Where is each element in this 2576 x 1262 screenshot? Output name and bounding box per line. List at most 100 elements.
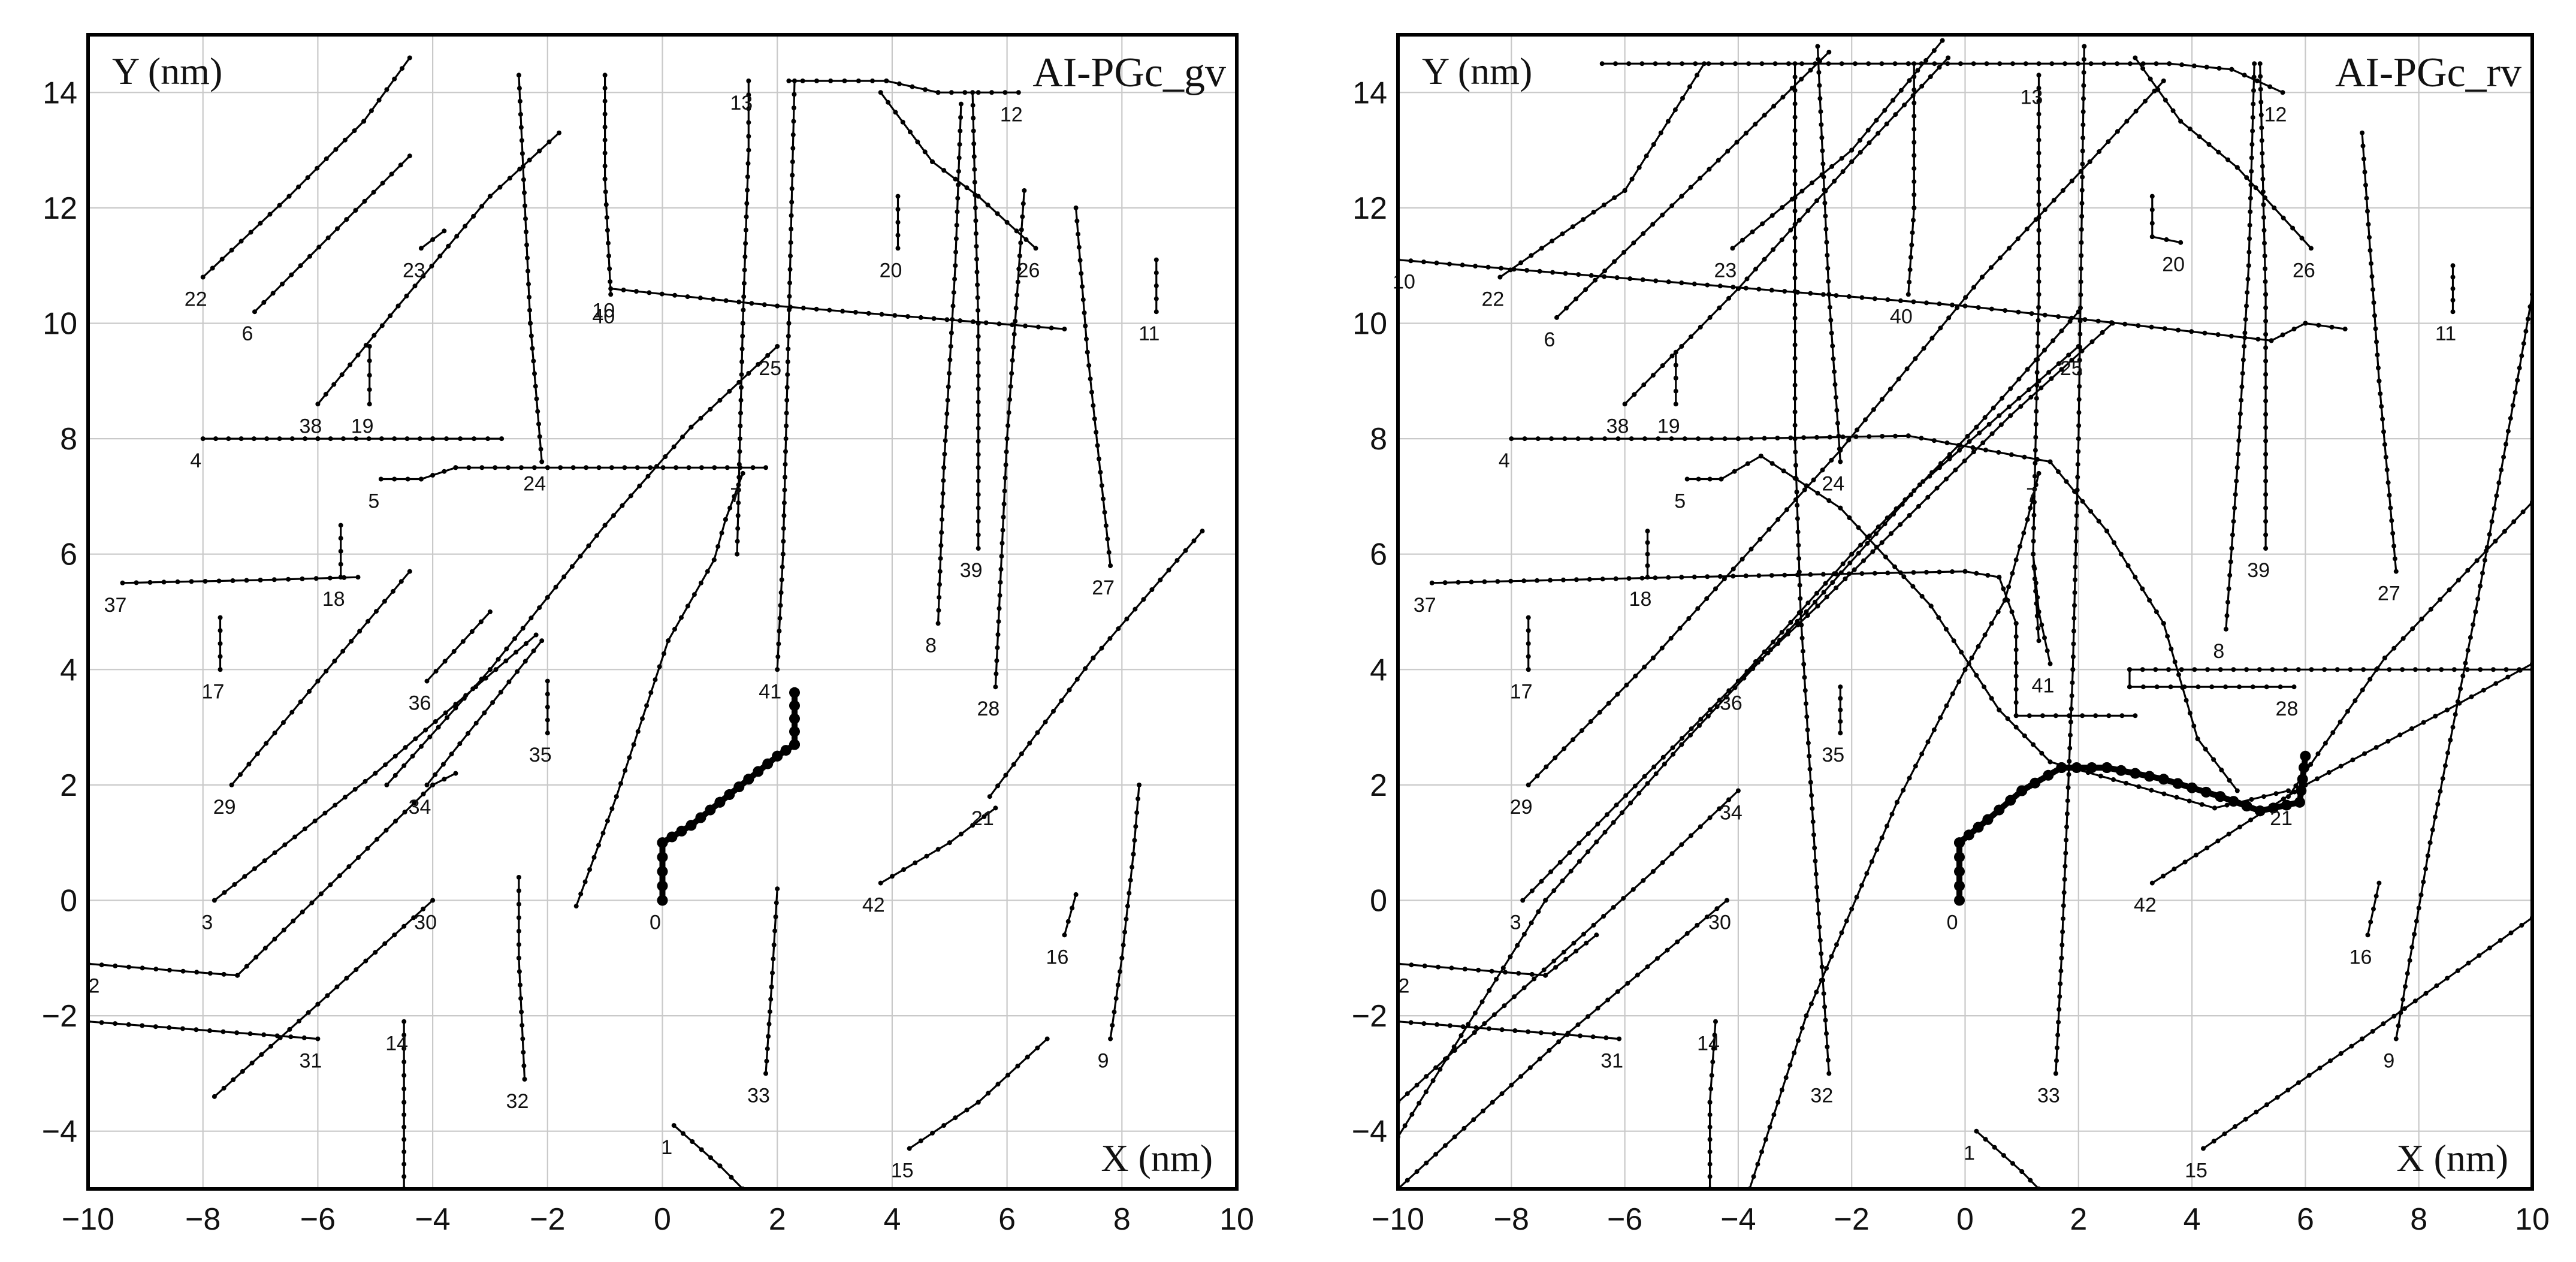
trajectory-24-point <box>1823 227 1829 232</box>
trajectory-9-point <box>2448 738 2453 742</box>
trajectory-label-38: 38 <box>299 415 322 437</box>
trajectory-42-point <box>2204 846 2210 851</box>
trajectory-3-point <box>1595 822 1600 827</box>
trajectory-21-point <box>1200 529 1205 534</box>
trajectory-27-point <box>1079 271 1084 276</box>
trajectory-24-point <box>1822 200 1828 206</box>
trajectory-0-point <box>2300 750 2311 762</box>
trajectory-10-point <box>840 309 845 314</box>
trajectory-14-point <box>401 1149 407 1155</box>
trajectory-10-point <box>1808 291 1813 296</box>
trajectory-13-point <box>738 397 744 403</box>
trajectory-2-point <box>1489 968 1494 974</box>
trajectory-33-point <box>2079 201 2085 206</box>
trajectory-40-point <box>1908 255 1913 260</box>
trajectory-3-point <box>1962 458 1967 464</box>
trajectory-10-point <box>866 310 871 316</box>
trajectory-37-point <box>2053 713 2058 718</box>
trajectory-13-point <box>2033 448 2038 453</box>
trajectory-19-point <box>367 387 372 393</box>
trajectory-10-point <box>634 289 639 294</box>
trajectory-32-point <box>1819 964 1825 970</box>
trajectory-32-point <box>521 1050 526 1055</box>
trajectory-6-point <box>353 208 358 213</box>
trajectory-25-point <box>445 715 450 720</box>
trajectory-12-point <box>1826 61 1831 67</box>
trajectory-22-point <box>1550 238 1555 244</box>
trajectory-16-point <box>2373 893 2379 899</box>
trajectory-40-point <box>1911 61 1917 67</box>
trajectory-13-point <box>2036 228 2042 233</box>
trajectory-0-point <box>2030 777 2041 789</box>
trajectory-27-point <box>2360 143 2366 149</box>
trajectory-8-point <box>2234 465 2240 470</box>
trajectory-7-point <box>698 580 703 585</box>
trajectory-33-point <box>2054 1058 2059 1063</box>
trajectory-3-point <box>2059 367 2064 372</box>
trajectory-28-point <box>1009 371 1014 376</box>
trajectory-29-point <box>1677 626 1683 631</box>
trajectory-33-point <box>2081 70 2086 75</box>
trajectory-30-point <box>344 976 349 981</box>
trajectory-21-point <box>2465 567 2471 573</box>
trajectory-33-point <box>2069 693 2074 699</box>
trajectory-21-point <box>1133 606 1138 612</box>
trajectory-42-point <box>2215 838 2221 844</box>
trajectory-4-point <box>2104 529 2110 534</box>
trajectory-15-point <box>986 1091 991 1096</box>
trajectory-5-point <box>584 465 589 470</box>
trajectory-30-point <box>1405 1178 1410 1183</box>
trajectory-7-point <box>1796 1038 1801 1043</box>
trajectory-12-point <box>2242 73 2247 78</box>
trajectory-41-point <box>2047 661 2053 666</box>
trajectory-14-point <box>1707 1149 1713 1155</box>
trajectory-23-point <box>1760 221 1765 227</box>
trajectory-13-point <box>2036 331 2041 336</box>
trajectory-41-point <box>785 372 790 378</box>
trajectory-9-point <box>2519 353 2524 358</box>
trajectory-9-point <box>2435 802 2441 807</box>
trajectory-28-point <box>998 579 1003 585</box>
trajectory-16-point <box>2365 932 2370 938</box>
trajectory-22-point <box>352 128 357 134</box>
trajectory-28-point <box>997 593 1002 598</box>
trajectory-15-point <box>2466 961 2471 966</box>
trajectory-label-0: 0 <box>1947 911 1958 934</box>
trajectory-12-point <box>1719 61 1725 67</box>
trajectory-39-point <box>2261 202 2266 207</box>
trajectory-9-point <box>2478 583 2483 588</box>
trajectory-30-point <box>1635 973 1640 978</box>
trajectory-4-point <box>499 436 505 442</box>
trajectory-33-point <box>2068 719 2073 724</box>
trajectory-29-point <box>2087 159 2092 164</box>
trajectory-24-point <box>518 111 523 117</box>
trajectory-2-point <box>300 909 305 914</box>
trajectory-label-40: 40 <box>1890 305 1913 328</box>
trajectory-15-point <box>2381 1021 2386 1026</box>
trajectory-5-point <box>2031 742 2036 747</box>
trajectory-33-point <box>2061 903 2066 908</box>
y-tick-label: 12 <box>43 191 77 226</box>
trajectory-7-point <box>1894 799 1899 805</box>
trajectory-10-point <box>1743 285 1748 291</box>
trajectory-42-point <box>2385 738 2391 744</box>
trajectory-30 <box>213 899 434 1098</box>
trajectory-21-point <box>1107 636 1113 641</box>
trajectory-36-point <box>1814 590 1819 596</box>
trajectory-24-point <box>1834 395 1838 400</box>
trajectory-5-point <box>1874 545 1879 550</box>
trajectory-4-point <box>1509 436 1514 442</box>
trajectory-13-point <box>742 267 747 273</box>
trajectory-5-point <box>2039 750 2045 756</box>
trajectory-26-point <box>2170 108 2176 113</box>
trajectory-33 <box>2055 46 2085 1074</box>
trajectory-7-point <box>2021 530 2027 536</box>
trajectory-39-point <box>2260 150 2265 156</box>
trajectory-10-point <box>749 301 754 306</box>
trajectory-21-point <box>1149 587 1155 592</box>
trajectory-26-point <box>2234 165 2240 170</box>
trajectory-40-point <box>1911 218 1916 223</box>
trajectory-39-point <box>970 90 976 95</box>
trajectory-24-point <box>523 216 528 222</box>
trajectory-38-point <box>454 234 460 239</box>
